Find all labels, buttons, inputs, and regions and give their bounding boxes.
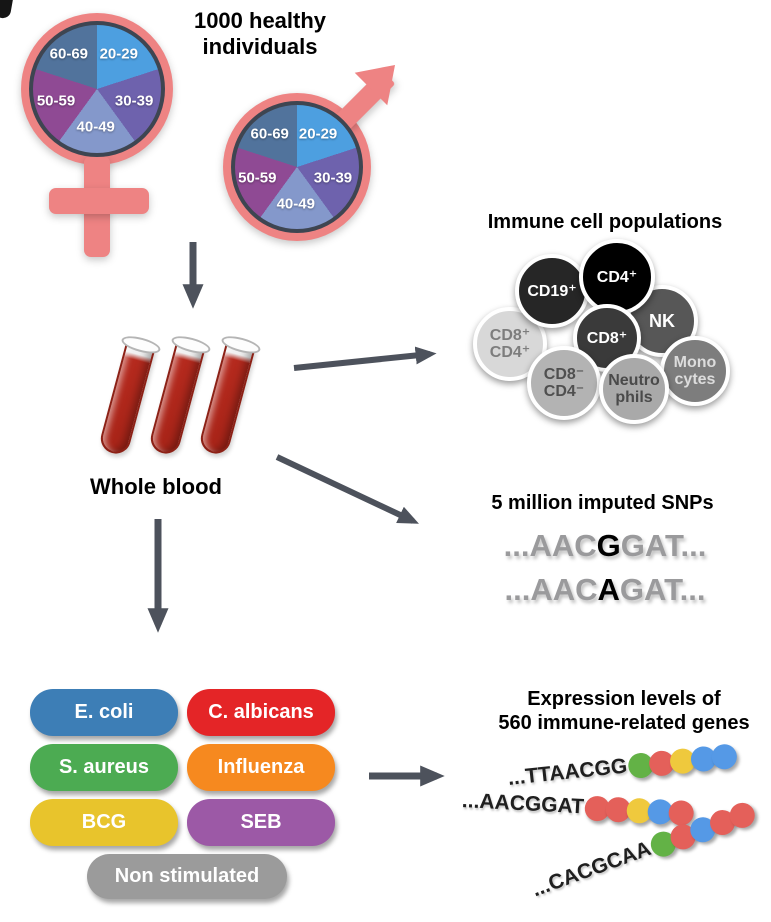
immune-cells-title: Immune cell populations — [487, 211, 723, 233]
female-symbol-crossbar — [49, 188, 149, 214]
age-label-60-69: 60-69 — [49, 45, 89, 63]
cell-label: CD8⁺ — [586, 329, 628, 347]
expression-title: Expression levels of 560 immune-related … — [468, 687, 771, 735]
cell-label: CD8⁺ — [489, 327, 531, 344]
expression-dots — [626, 742, 738, 779]
tube-body — [197, 340, 256, 457]
snp-sequence-1: ...AACGGAT... — [440, 528, 770, 564]
age-label-20-29: 20-29 — [298, 125, 338, 143]
cell-label: CD8⁻ — [543, 366, 585, 383]
gene-sequence: ...CACGCAA — [528, 837, 655, 902]
cell-circle-cd19: CD19⁺ — [515, 254, 589, 328]
snp-variant-allele: G — [596, 528, 621, 563]
cell-label: NK — [649, 310, 675, 331]
age-label-30-39: 30-39 — [313, 169, 353, 187]
age-label-50-59: 50-59 — [238, 169, 277, 187]
snp-sequence-2: ...AACAGAT... — [440, 572, 770, 608]
snp-sequence-prefix: ...AAC — [504, 572, 598, 607]
age-label-50-59: 50-59 — [36, 92, 76, 110]
stimulus-pill-influenza: Influenza — [187, 744, 335, 791]
cell-label: phils — [615, 389, 653, 406]
male-age-pie-chart: 60-69 20-29 50-59 30-39 40-49 — [231, 101, 363, 233]
stimulus-pill-calbicans: C. albicans — [187, 689, 335, 736]
arrow-blood-to-snps — [275, 454, 419, 524]
age-label-40-49: 40-49 — [276, 195, 315, 213]
cell-label: CD4⁺ — [596, 268, 638, 286]
age-label-30-39: 30-39 — [114, 92, 154, 110]
cell-label: CD4⁻ — [543, 383, 585, 400]
snp-sequence-prefix: ...AAC — [503, 528, 597, 563]
expression-title-line1: Expression levels of — [527, 688, 721, 710]
snps-title: 5 million imputed SNPs — [491, 492, 714, 514]
cell-label: Mono — [673, 354, 717, 371]
main-title-line2: individuals — [202, 34, 318, 59]
stimulus-pill-ecoli: E. coli — [30, 689, 178, 736]
expression-title-line2: 560 immune-related genes — [498, 712, 750, 734]
cell-circle-neutrophils: Neutro phils — [599, 354, 669, 424]
stimulus-pill-nonstimulated: Non stimulated — [87, 854, 287, 899]
cell-circle-monocytes: Mono cytes — [660, 336, 730, 406]
gene-expression-row-2: ...AACGGAT — [461, 788, 695, 826]
female-age-pie-chart: 60-69 20-29 50-59 30-39 40-49 — [29, 21, 165, 157]
cell-circle-cd4: CD4⁺ — [579, 239, 655, 315]
snp-sequence-suffix: GAT... — [620, 528, 707, 563]
corner-artifact — [0, 0, 15, 20]
stimulus-pill-bcg: BCG — [30, 799, 178, 846]
main-title-line1: 1000 healthy — [193, 8, 327, 33]
gene-expression-row-1: ...TTAACGG — [507, 742, 738, 792]
main-title: 1000 healthy individuals — [150, 8, 370, 60]
snp-sequence-suffix: GAT... — [619, 572, 706, 607]
cell-label: Neutro — [608, 372, 660, 389]
stimulus-pill-saureus: S. aureus — [30, 744, 178, 791]
age-label-40-49: 40-49 — [76, 118, 115, 136]
gene-sequence: ...AACGGAT — [461, 789, 585, 819]
arrow-blood-to-immune-cells — [293, 346, 437, 371]
cell-label: CD4⁺ — [489, 344, 531, 361]
snp-variant-allele: A — [597, 572, 620, 607]
stimulus-pill-seb: SEB — [187, 799, 335, 846]
expression-dots — [584, 794, 695, 826]
cell-label: cytes — [674, 371, 716, 388]
gene-sequence: ...TTAACGG — [506, 754, 629, 790]
blue-expression-dot — [710, 742, 738, 771]
whole-blood-label: Whole blood — [90, 474, 222, 499]
age-label-20-29: 20-29 — [99, 45, 138, 63]
cell-label: CD19⁺ — [527, 282, 577, 300]
age-label-60-69: 60-69 — [250, 125, 289, 143]
cell-circle-cd8neg-cd4neg: CD8⁻ CD4⁻ — [527, 346, 601, 420]
